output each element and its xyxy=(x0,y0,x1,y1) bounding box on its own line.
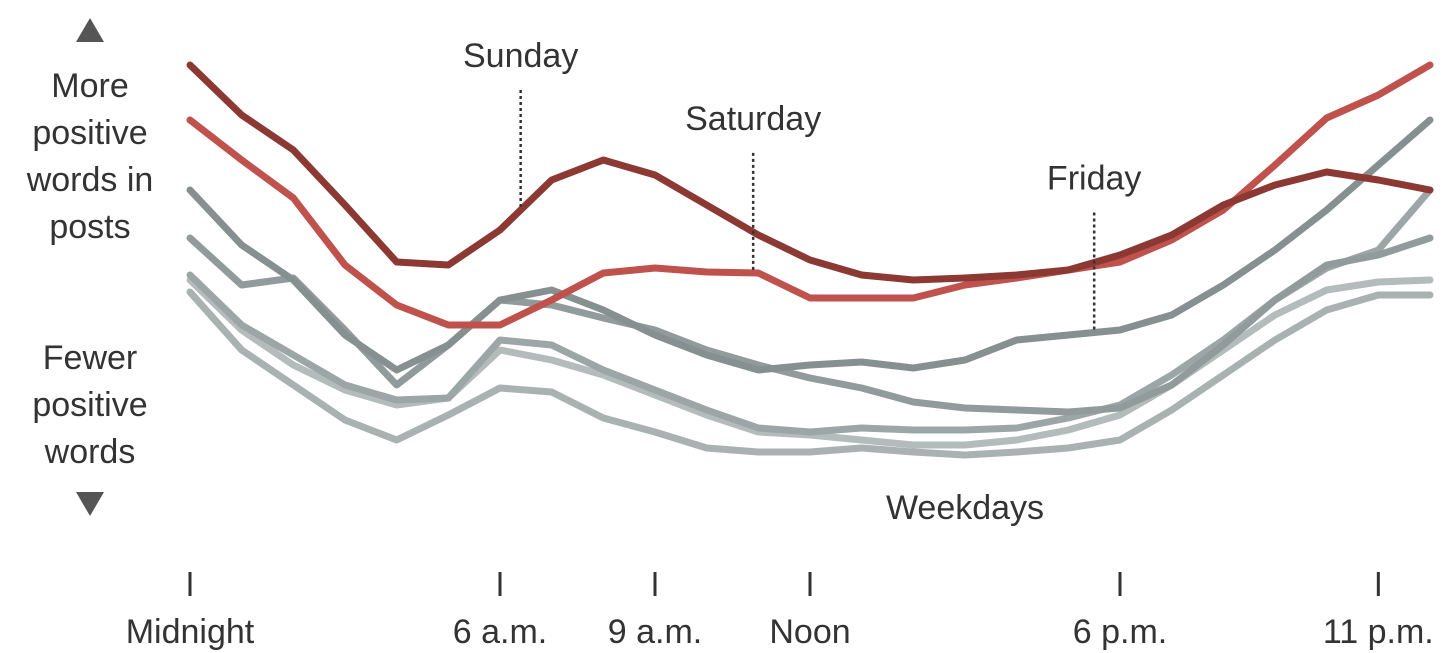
series-line xyxy=(186,234,1434,416)
annotation-label: Friday xyxy=(1047,159,1141,197)
series-line xyxy=(186,61,1434,329)
y-label-bottom: Fewer xyxy=(43,339,137,377)
x-tick-label: 6 p.m. xyxy=(1073,613,1167,651)
annotation-label: Sunday xyxy=(463,37,578,75)
x-tick-label: Noon xyxy=(769,613,850,651)
x-tick-label: 9 a.m. xyxy=(608,613,702,651)
y-label-top: words in xyxy=(26,161,154,199)
x-tick-label: Midnight xyxy=(126,613,255,651)
y-label-top: More xyxy=(51,67,128,105)
series-line xyxy=(186,61,1434,284)
series-line xyxy=(186,186,1434,436)
y-label-top: posts xyxy=(49,208,130,246)
x-tick-label: 11 p.m. xyxy=(1323,613,1434,651)
y-label-bottom: words xyxy=(44,433,136,471)
down-arrow xyxy=(76,492,104,516)
x-tick-label: 6 a.m. xyxy=(453,613,547,651)
y-label-top: positive xyxy=(32,114,147,152)
series-line xyxy=(186,116,1434,374)
y-label-bottom: positive xyxy=(32,386,147,424)
annotation-label: Saturday xyxy=(685,100,821,138)
up-arrow xyxy=(76,18,104,42)
annotation-label: Weekdays xyxy=(886,489,1044,527)
series-line xyxy=(186,288,1434,459)
